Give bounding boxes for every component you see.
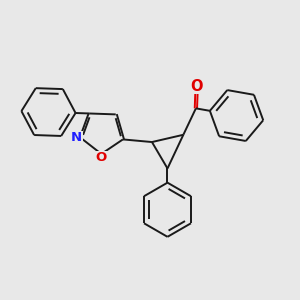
Text: O: O <box>96 152 107 164</box>
Text: O: O <box>190 79 203 94</box>
Text: N: N <box>71 131 82 144</box>
